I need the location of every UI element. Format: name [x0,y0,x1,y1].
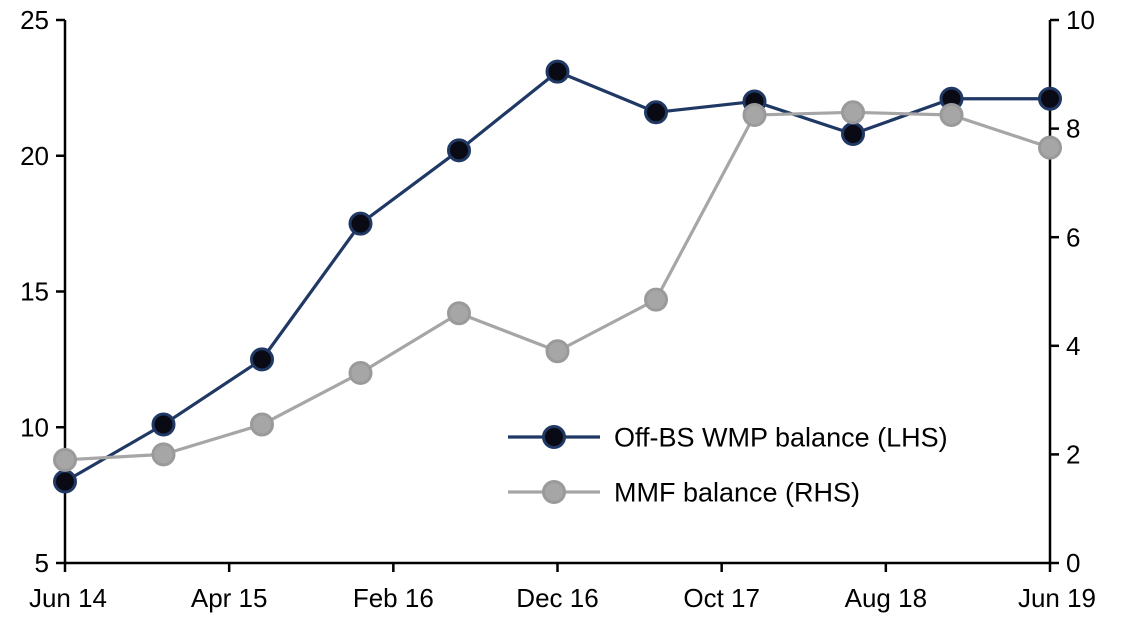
x-tick-label: Jun 19 [1018,583,1096,613]
y-left-tick-label: 25 [20,5,49,35]
data-point-marker [939,103,964,128]
x-tick-label: Apr 15 [191,583,268,613]
series-line [64,110,1051,462]
series-line [64,69,1050,483]
x-tick-label: Dec 16 [516,583,598,613]
legend-marker-swatch [542,425,566,449]
x-axis: Jun 14 Apr 15 Feb 16 Dec 16 Oct 17 Aug 18 Jun … [29,563,1096,613]
series-mmf [53,100,1062,472]
data-point-marker [644,287,668,312]
data-point-marker [841,100,865,125]
data-point-marker [151,442,176,467]
data-point-marker [644,100,668,125]
data-point-marker [545,339,570,364]
x-tick-label: Jun 14 [29,583,107,613]
data-point-marker [250,347,274,372]
data-point-marker [545,59,570,84]
legend-label: MMF balance (RHS) [614,477,860,507]
data-point-marker [447,138,471,163]
data-point-marker [841,122,865,147]
data-point-marker [348,360,373,385]
data-point-marker [53,447,77,472]
y-axis-left: 5 10 15 20 25 [20,5,65,578]
y-right-tick-label: 4 [1066,331,1080,361]
y-right-tick-label: 10 [1066,5,1095,35]
y-left-tick-label: 20 [20,141,49,171]
data-point-marker [151,412,176,437]
legend-marker-swatch [542,480,566,504]
y-axis-right: 0 2 4 6 8 10 [1050,5,1095,578]
y-right-tick-label: 2 [1066,440,1080,470]
y-right-tick-label: 0 [1066,548,1080,578]
legend-label: Off-BS WMP balance (LHS) [614,422,948,452]
x-tick-label: Feb 16 [353,583,434,613]
y-right-tick-label: 8 [1066,114,1080,144]
data-point-marker [447,301,471,326]
y-left-tick-label: 15 [20,277,49,307]
data-point-marker [1038,135,1062,160]
data-point-marker [1038,86,1062,111]
data-point-marker [348,211,373,236]
x-tick-label: Aug 18 [845,583,927,613]
data-point-marker [742,103,767,128]
legend: Off-BS WMP balance (LHS) MMF balance (RHS… [508,422,948,507]
series-wmp [53,59,1062,494]
x-tick-label: Oct 17 [683,583,760,613]
data-point-marker [250,412,274,437]
y-right-tick-label: 6 [1066,222,1080,252]
y-left-tick-label: 5 [35,548,49,578]
data-point-marker [53,469,77,494]
y-left-tick-label: 10 [20,412,49,442]
